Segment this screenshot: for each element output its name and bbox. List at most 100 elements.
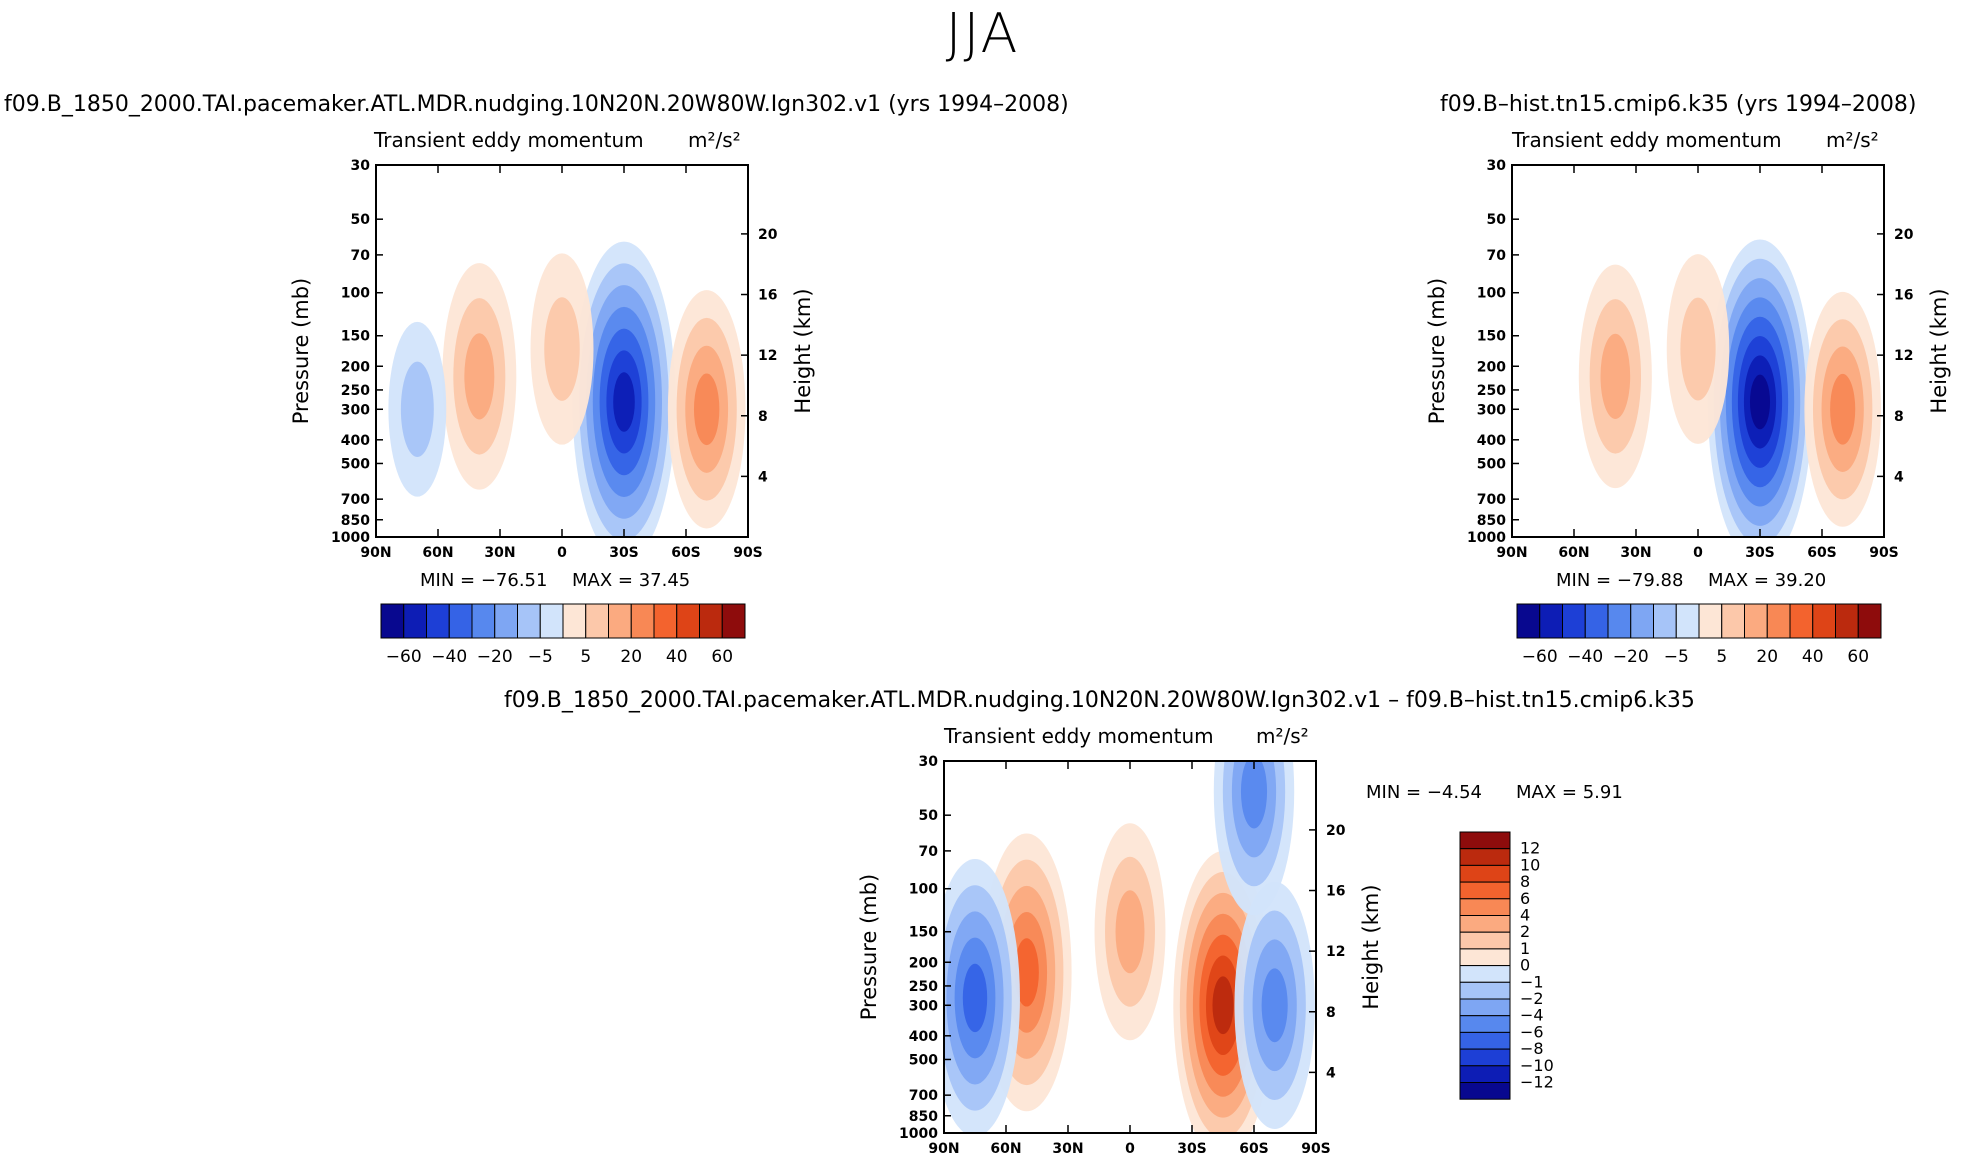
left-units: m²/s²: [688, 128, 741, 152]
diff-colorbar-label: 2: [1520, 922, 1530, 941]
left-x-tick-label: 90S: [733, 545, 763, 561]
right-y-tick-label: 250: [1477, 383, 1506, 399]
right-y2-tick-label: 12: [1894, 348, 1913, 364]
left-colorbar-cell: [562, 603, 587, 639]
left-colorbar-cell: [539, 603, 564, 639]
diff-colorbar-label: −12: [1520, 1073, 1554, 1092]
diff-colorbar-cell: [1459, 998, 1511, 1017]
diff-x-tick-label: 90N: [928, 1141, 959, 1157]
right-y2-axis-label: Height (km): [1927, 288, 1951, 413]
diff-y-tick-label: 500: [909, 1052, 938, 1068]
right-colorbar-cell: [1675, 603, 1700, 639]
left-x-tick-label: 30N: [484, 545, 515, 561]
left-colorbar-cell: [608, 603, 632, 639]
diff-colorbar-cell: [1459, 898, 1511, 916]
right-panel-title: f09.B–hist.tn15.cmip6.k35 (yrs 1994–2008…: [1440, 92, 1917, 117]
diff-chart: 90N 60N 30N 0 30S 60S 90S 30 50 70 100 150 200 250 300…: [857, 754, 1383, 1157]
figure-title: JJA: [945, 2, 1020, 65]
left-colorbar-cell: [630, 603, 655, 639]
right-colorbar-cell: [1562, 603, 1586, 639]
diff-colorbar-label: −2: [1520, 989, 1544, 1008]
diff-x-tick-label: 90S: [1301, 1141, 1331, 1157]
left-colorbar-label: 5: [580, 647, 591, 667]
left-y-tick-label: 30: [351, 158, 371, 174]
left-y-tick-label: 200: [341, 359, 370, 375]
diff-y2-tick-label: 8: [1326, 1005, 1336, 1021]
left-colorbar-cell: [653, 603, 678, 639]
left-y2-axis-label: Height (km): [791, 288, 815, 413]
diff-colorbar-label: 6: [1520, 889, 1530, 908]
right-y2-tick-label: 20: [1894, 227, 1914, 243]
right-chart: 90N 60N 30N 0 30S 60S 90S 30 50 70 100 150 200 250 300…: [1425, 158, 1951, 561]
right-colorbar-cell: [1607, 603, 1632, 639]
left-y-tick-label: 700: [341, 492, 370, 508]
left-colorbar-label: −60: [386, 647, 422, 667]
left-contour-3-1: [544, 297, 580, 401]
diff-colorbar-label: 1: [1520, 939, 1530, 958]
right-colorbar-cell: [1516, 603, 1541, 639]
right-colorbar-label: −40: [1567, 647, 1603, 667]
diff-x-tick-label: 30S: [1177, 1141, 1207, 1157]
right-contour-1-2: [1600, 333, 1631, 419]
left-y-tick-label: 300: [341, 402, 370, 418]
left-x-tick-label: 0: [557, 545, 567, 561]
diff-colorbar-cell: [1459, 948, 1511, 967]
left-y-tick-label: 850: [341, 513, 370, 529]
left-colorbar-cell: [471, 603, 496, 639]
left-y-tick-label: 100: [341, 286, 370, 302]
left-y-tick-label: 400: [341, 433, 370, 449]
left-min: MIN = −76.51: [420, 570, 548, 591]
diff-y-tick-label: 30: [919, 754, 939, 770]
right-y-tick-label: 850: [1477, 513, 1506, 529]
diff-colorbar-label: 10: [1520, 855, 1540, 874]
diff-y-tick-label: 400: [909, 1029, 938, 1045]
diff-colorbar-cell: [1459, 1065, 1511, 1084]
diff-colorbar-cell: [1459, 931, 1511, 950]
diff-y-tick-label: 200: [909, 955, 938, 971]
right-colorbar-cell: [1630, 603, 1654, 639]
left-colorbar-cell: [426, 603, 450, 639]
diff-y-tick-label: 150: [909, 925, 938, 941]
left-chart: 90N 60N 30N 0 30S 60S 90S 30 50 70 100 150 200 250 300…: [289, 158, 815, 561]
right-colorbar-label: −60: [1522, 647, 1558, 667]
left-colorbar-label: −40: [431, 647, 467, 667]
diff-y-tick-label: 250: [909, 979, 938, 995]
diff-colorbar-label: −4: [1520, 1006, 1544, 1025]
left-colorbar-cell: [494, 603, 518, 639]
right-x-tick-label: 90S: [1869, 545, 1899, 561]
right-x-tick-label: 0: [1693, 545, 1703, 561]
diff-colorbar-cell: [1459, 1048, 1511, 1067]
left-colorbar-cell: [403, 603, 427, 639]
left-colorbar-cell: [699, 603, 723, 639]
right-y-tick-label: 200: [1477, 359, 1506, 375]
left-x-tick-label: 90N: [360, 545, 391, 561]
left-y-tick-label: 1000: [331, 530, 370, 546]
left-y-tick-label: 150: [341, 329, 370, 345]
left-colorbar-cell: [585, 603, 609, 639]
diff-contour-5-2: [1115, 890, 1145, 974]
left-colorbar: −60 −40 −20 −5 5 20 40 60: [380, 603, 746, 667]
diff-contour-2-4: [962, 963, 988, 1033]
right-y2-tick-label: 8: [1894, 409, 1904, 425]
diff-colorbar-label: −8: [1520, 1039, 1544, 1058]
diff-colorbar-cell: [1459, 965, 1511, 983]
diff-x-tick-label: 0: [1125, 1141, 1135, 1157]
diff-contour-4-3: [1240, 761, 1268, 829]
right-colorbar-cell: [1539, 603, 1563, 639]
diff-y-tick-label: 70: [919, 844, 939, 860]
diff-field: [944, 761, 1316, 1133]
left-colorbar-label: −5: [528, 647, 553, 667]
right-colorbar-cell: [1835, 603, 1859, 639]
diff-y-tick-label: 100: [909, 882, 938, 898]
diff-y2-axis-label: Height (km): [1359, 884, 1383, 1009]
right-subtitle: Transient eddy momentum: [1512, 128, 1782, 152]
diff-colorbar-label: 8: [1520, 872, 1530, 891]
left-x-tick-label: 60N: [422, 545, 453, 561]
right-colorbar-cell: [1812, 603, 1836, 639]
diff-max: MAX = 5.91: [1516, 782, 1623, 803]
left-y-tick-label: 70: [351, 248, 371, 264]
right-colorbar: −60 −40 −20 −5 5 20 40 60: [1516, 603, 1882, 667]
left-colorbar-cell: [448, 603, 473, 639]
right-y2-tick-label: 4: [1894, 469, 1904, 485]
